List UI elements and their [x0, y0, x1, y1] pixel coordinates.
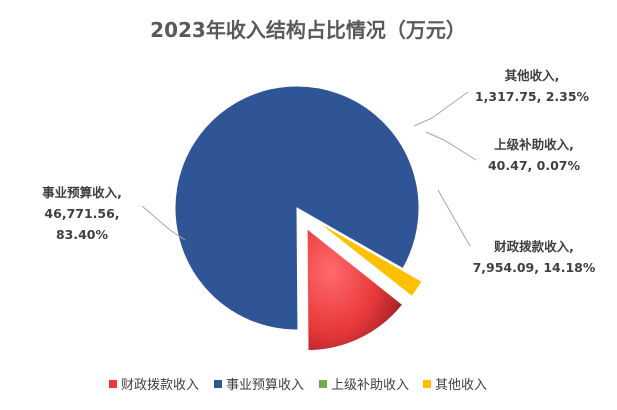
legend-label-其他收入: 其他收入 — [435, 378, 487, 393]
legend-label-上级补助收入: 上级补助收入 — [331, 378, 409, 393]
leader-line-其他收入 — [413, 91, 469, 127]
pie-slice-事业预算收入 — [174, 85, 420, 331]
leader-lines — [141, 91, 477, 247]
data-label-name-其他收入: 其他收入, — [505, 68, 560, 83]
chart-title: 2023年收入结构占比情况（万元） — [150, 18, 466, 42]
data-label-value-财政拨款收入: 7,954.09, 14.18% — [473, 260, 596, 275]
pie-slice-其他收入 — [315, 220, 423, 298]
pie-slice-上级补助收入 — [314, 221, 412, 299]
pie-slices — [174, 85, 423, 352]
data-label-value-上级补助收入: 40.47, 0.07% — [488, 158, 580, 173]
legend-label-财政拨款收入: 财政拨款收入 — [121, 378, 199, 393]
legend-swatch-事业预算收入 — [214, 380, 222, 388]
legend: 财政拨款收入 事业预算收入 上级补助收入 其他收入 — [109, 378, 487, 393]
data-label-percent-事业预算收入: 83.40% — [56, 227, 109, 242]
leader-line-财政拨款收入 — [437, 189, 471, 247]
legend-swatch-上级补助收入 — [319, 380, 327, 388]
data-label-name-事业预算收入: 事业预算收入, — [42, 185, 122, 200]
legend-label-事业预算收入: 事业预算收入 — [226, 378, 304, 393]
data-label-value-事业预算收入: 46,771.56, — [44, 206, 119, 221]
leader-line-上级补助收入 — [425, 131, 477, 161]
leader-line-事业预算收入 — [141, 205, 186, 241]
data-label-value-其他收入: 1,317.75, 2.35% — [475, 89, 590, 104]
data-label-name-上级补助收入: 上级补助收入, — [494, 137, 574, 152]
data-label-name-财政拨款收入: 财政拨款收入, — [493, 239, 574, 254]
legend-swatch-其他收入 — [423, 380, 431, 388]
legend-swatch-财政拨款收入 — [109, 380, 117, 388]
pie-slice-财政拨款收入 — [306, 227, 404, 352]
